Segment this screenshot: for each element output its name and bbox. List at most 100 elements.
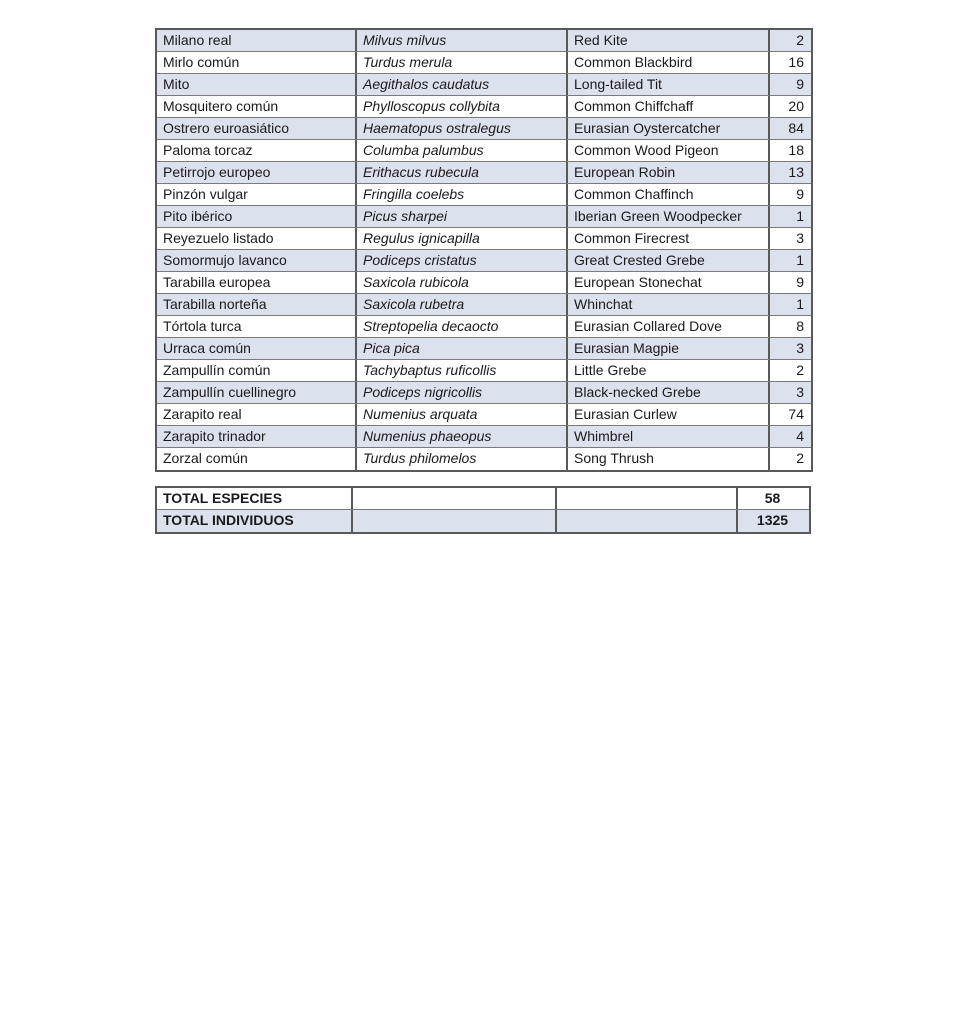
spanish-name-cell: Petirrojo europeo — [157, 162, 357, 183]
english-name-cell: European Robin — [568, 162, 770, 183]
scientific-name-cell: Tachybaptus ruficollis — [357, 360, 568, 381]
species-row: Mirlo común Turdus merula Common Blackbird… — [157, 52, 811, 74]
english-name-cell: Iberian Green Woodpecker — [568, 206, 770, 227]
english-name-cell: Red Kite — [568, 30, 770, 51]
count-cell: 84 — [788, 120, 804, 136]
species-row: Tórtola turca Streptopelia decaocto Eurasi… — [157, 316, 811, 338]
species-row: Pinzón vulgar Fringilla coelebs Common Cha… — [157, 184, 811, 206]
scientific-name-cell: Columba palumbus — [357, 140, 568, 161]
english-name-cell: Whimbrel — [568, 426, 770, 447]
spanish-name-cell: Zampullín cuellinegro — [157, 382, 357, 403]
scientific-name-cell: Streptopelia decaocto — [357, 316, 568, 337]
english-name-cell: Common Wood Pigeon — [568, 140, 770, 161]
english-name-cell: Song Thrush — [568, 448, 770, 470]
species-row: Reyezuelo listado Regulus ignicapilla Comm… — [157, 228, 811, 250]
english-name-cell: Eurasian Oystercatcher — [568, 118, 770, 139]
count-cell: 9 — [796, 274, 804, 290]
species-row: Paloma torcaz Columba palumbus Common Wood… — [157, 140, 811, 162]
scientific-name-cell: Turdus merula — [357, 52, 568, 73]
species-row: Tarabilla norteña Saxicola rubetra Whincha… — [157, 294, 811, 316]
scientific-name-cell: Numenius arquata — [357, 404, 568, 425]
english-name-cell: Eurasian Curlew — [568, 404, 770, 425]
count-cell: 1 — [796, 252, 804, 268]
scientific-name-cell: Picus sharpei — [357, 206, 568, 227]
scientific-name-cell: Saxicola rubicola — [357, 272, 568, 293]
english-name-cell: Eurasian Magpie — [568, 338, 770, 359]
count-cell: 3 — [796, 340, 804, 356]
species-row: Zampullín común Tachybaptus ruficollis Lit… — [157, 360, 811, 382]
totals-table: TOTAL ESPECIES 58 TOTAL INDIVIDUOS 1325 — [155, 486, 811, 534]
english-name-cell: Common Firecrest — [568, 228, 770, 249]
scientific-name-cell: Aegithalos caudatus — [357, 74, 568, 95]
total-individuals-label: TOTAL INDIVIDUOS — [157, 510, 353, 532]
total-individuals-row: TOTAL INDIVIDUOS 1325 — [157, 510, 809, 532]
totals-empty-cell — [353, 510, 557, 532]
spanish-name-cell: Urraca común — [157, 338, 357, 359]
scientific-name-cell: Phylloscopus collybita — [357, 96, 568, 117]
total-individuals-value: 1325 — [756, 512, 789, 528]
count-cell: 2 — [796, 450, 804, 466]
scientific-name-cell: Pica pica — [357, 338, 568, 359]
count-cell: 13 — [788, 164, 804, 180]
count-cell: 16 — [788, 54, 804, 70]
totals-empty-cell — [353, 488, 557, 509]
spanish-name-cell: Milano real — [157, 30, 357, 51]
english-name-cell: Common Blackbird — [568, 52, 770, 73]
spanish-name-cell: Paloma torcaz — [157, 140, 357, 161]
spanish-name-cell: Mosquitero común — [157, 96, 357, 117]
scientific-name-cell: Numenius phaeopus — [357, 426, 568, 447]
scientific-name-cell: Podiceps nigricollis — [357, 382, 568, 403]
species-row: Zampullín cuellinegro Podiceps nigricolli… — [157, 382, 811, 404]
spanish-name-cell: Mirlo común — [157, 52, 357, 73]
spanish-name-cell: Zorzal común — [157, 448, 357, 470]
count-cell: 74 — [788, 406, 804, 422]
species-row: Zarapito trinador Numenius phaeopus Whimbr… — [157, 426, 811, 448]
spanish-name-cell: Reyezuelo listado — [157, 228, 357, 249]
scientific-name-cell: Fringilla coelebs — [357, 184, 568, 205]
spanish-name-cell: Zarapito real — [157, 404, 357, 425]
species-row: Somormujo lavanco Podiceps cristatus Great… — [157, 250, 811, 272]
english-name-cell: Black-necked Grebe — [568, 382, 770, 403]
spanish-name-cell: Zampullín común — [157, 360, 357, 381]
spanish-name-cell: Zarapito trinador — [157, 426, 357, 447]
species-row: Zarapito real Numenius arquata Eurasian Cu… — [157, 404, 811, 426]
english-name-cell: Common Chaffinch — [568, 184, 770, 205]
species-row: Mosquitero común Phylloscopus collybita Co… — [157, 96, 811, 118]
english-name-cell: Eurasian Collared Dove — [568, 316, 770, 337]
totals-empty-cell — [557, 510, 738, 532]
species-row: Pito ibérico Picus sharpei Iberian Green W… — [157, 206, 811, 228]
english-name-cell: Long-tailed Tit — [568, 74, 770, 95]
total-species-label: TOTAL ESPECIES — [157, 488, 353, 509]
species-table: Milano real Milvus milvus Red Kite 2 Mirlo c… — [155, 28, 813, 472]
total-species-value: 58 — [764, 490, 781, 506]
count-cell: 9 — [796, 186, 804, 202]
scientific-name-cell: Podiceps cristatus — [357, 250, 568, 271]
spanish-name-cell: Pito ibérico — [157, 206, 357, 227]
english-name-cell: Little Grebe — [568, 360, 770, 381]
english-name-cell: Great Crested Grebe — [568, 250, 770, 271]
scientific-name-cell: Erithacus rubecula — [357, 162, 568, 183]
species-row: Milano real Milvus milvus Red Kite 2 — [157, 30, 811, 52]
english-name-cell: Common Chiffchaff — [568, 96, 770, 117]
count-cell: 1 — [796, 208, 804, 224]
count-cell: 4 — [796, 428, 804, 444]
count-cell: 3 — [796, 230, 804, 246]
count-cell: 2 — [796, 32, 804, 48]
english-name-cell: European Stonechat — [568, 272, 770, 293]
scientific-name-cell: Turdus philomelos — [357, 448, 568, 470]
count-cell: 2 — [796, 362, 804, 378]
spanish-name-cell: Pinzón vulgar — [157, 184, 357, 205]
species-row: Zorzal común Turdus philomelos Song Thrush… — [157, 448, 811, 470]
species-row: Petirrojo europeo Erithacus rubecula Europ… — [157, 162, 811, 184]
scientific-name-cell: Saxicola rubetra — [357, 294, 568, 315]
spanish-name-cell: Somormujo lavanco — [157, 250, 357, 271]
scientific-name-cell: Regulus ignicapilla — [357, 228, 568, 249]
scientific-name-cell: Haematopus ostralegus — [357, 118, 568, 139]
count-cell: 8 — [796, 318, 804, 334]
total-species-row: TOTAL ESPECIES 58 — [157, 488, 809, 510]
count-cell: 20 — [788, 98, 804, 114]
spanish-name-cell: Ostrero euroasiático — [157, 118, 357, 139]
count-cell: 3 — [796, 384, 804, 400]
spanish-name-cell: Tórtola turca — [157, 316, 357, 337]
